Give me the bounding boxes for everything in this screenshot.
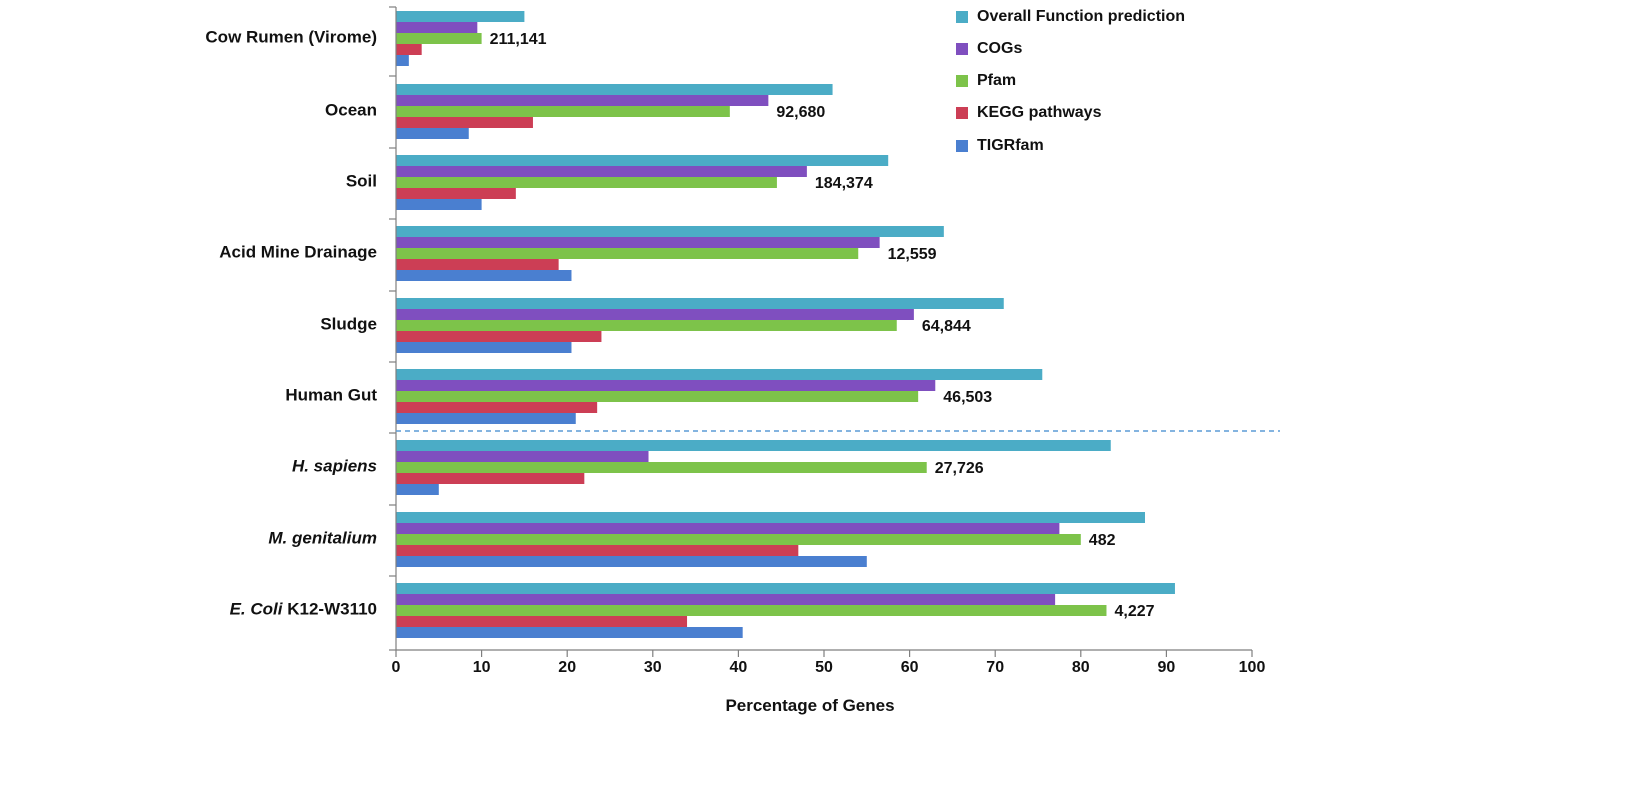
gene-count-label: 64,844 bbox=[922, 318, 971, 335]
gene-count-label: 211,141 bbox=[490, 31, 547, 48]
category-label: H. sapiens bbox=[292, 457, 377, 476]
x-tick-label: 90 bbox=[1158, 659, 1176, 676]
bar-cogs bbox=[396, 523, 1060, 534]
bar-cogs bbox=[396, 237, 880, 248]
bar-cogs bbox=[396, 594, 1056, 605]
chart-bars bbox=[396, 11, 1175, 638]
x-tick-label: 60 bbox=[901, 659, 919, 676]
bar-overall-function-prediction bbox=[396, 369, 1043, 380]
bar-cogs bbox=[396, 22, 478, 33]
x-tick-label: 70 bbox=[986, 659, 1004, 676]
bar-tigrfam bbox=[396, 199, 482, 210]
bar-pfam bbox=[396, 33, 482, 44]
bar-kegg-pathways bbox=[396, 402, 598, 413]
category-label: Sludge bbox=[320, 315, 377, 334]
category-label: Human Gut bbox=[285, 386, 377, 405]
bar-pfam bbox=[396, 177, 777, 188]
x-tick-label: 0 bbox=[392, 659, 401, 676]
bar-pfam bbox=[396, 462, 927, 473]
bar-tigrfam bbox=[396, 342, 572, 353]
category-label: Soil bbox=[346, 172, 377, 191]
category-labels: Cow Rumen (Virome) Ocean Soil Acid Mine Dra… bbox=[205, 28, 377, 619]
bar-overall-function-prediction bbox=[396, 583, 1175, 594]
bar-overall-function-prediction bbox=[396, 512, 1145, 523]
gene-count-label: 4,227 bbox=[1114, 603, 1154, 620]
bar-kegg-pathways bbox=[396, 545, 799, 556]
x-axis: 0 10 20 30 40 50 60 70 80 90 100 bbox=[389, 6, 1280, 676]
x-tick-label: 40 bbox=[730, 659, 748, 676]
legend-swatch bbox=[956, 107, 968, 119]
bar-kegg-pathways bbox=[396, 473, 585, 484]
category-label: Cow Rumen (Virome) bbox=[205, 28, 377, 47]
category-label: Acid Mine Drainage bbox=[219, 243, 377, 262]
x-axis-label: Percentage of Genes bbox=[725, 696, 894, 715]
legend-label: KEGG pathways bbox=[977, 104, 1102, 121]
bar-kegg-pathways bbox=[396, 259, 559, 270]
legend-swatch bbox=[956, 11, 968, 23]
x-tick-label: 30 bbox=[644, 659, 662, 676]
bar-pfam bbox=[396, 320, 897, 331]
bar-pfam bbox=[396, 248, 859, 259]
x-tick-label: 100 bbox=[1239, 659, 1266, 676]
bar-tigrfam bbox=[396, 413, 576, 424]
bar-cogs bbox=[396, 95, 769, 106]
gene-count-label: 27,726 bbox=[935, 460, 984, 477]
bar-overall-function-prediction bbox=[396, 440, 1111, 451]
bar-kegg-pathways bbox=[396, 331, 602, 342]
gene-count-label: 92,680 bbox=[776, 104, 825, 121]
bar-overall-function-prediction bbox=[396, 11, 525, 22]
bar-overall-function-prediction bbox=[396, 298, 1004, 309]
x-tick-label: 20 bbox=[558, 659, 576, 676]
x-tick-label: 50 bbox=[815, 659, 833, 676]
x-tick-label: 80 bbox=[1072, 659, 1090, 676]
category-label: E. Coli K12-W3110 bbox=[230, 600, 377, 619]
bar-kegg-pathways bbox=[396, 117, 533, 128]
chart-legend: Overall Function prediction COGs Pfam KEGG … bbox=[956, 8, 1185, 154]
bar-overall-function-prediction bbox=[396, 84, 833, 95]
legend-swatch bbox=[956, 75, 968, 87]
legend-label: Overall Function prediction bbox=[977, 8, 1185, 25]
gene-count-label: 184,374 bbox=[815, 175, 873, 192]
bar-cogs bbox=[396, 380, 936, 391]
bar-tigrfam bbox=[396, 128, 469, 139]
bar-cogs bbox=[396, 166, 807, 177]
bar-kegg-pathways bbox=[396, 616, 688, 627]
bar-tigrfam bbox=[396, 270, 572, 281]
bar-overall-function-prediction bbox=[396, 226, 944, 237]
legend-swatch bbox=[956, 43, 968, 55]
bar-tigrfam bbox=[396, 55, 409, 66]
bar-kegg-pathways bbox=[396, 188, 516, 199]
bar-kegg-pathways bbox=[396, 44, 422, 55]
legend-label: TIGRfam bbox=[977, 137, 1044, 154]
gene-count-label: 46,503 bbox=[943, 389, 992, 406]
category-label: Ocean bbox=[325, 101, 377, 120]
category-label: M. genitalium bbox=[268, 529, 377, 548]
bar-cogs bbox=[396, 451, 649, 462]
bar-tigrfam bbox=[396, 627, 743, 638]
bar-tigrfam bbox=[396, 484, 439, 495]
bar-pfam bbox=[396, 534, 1081, 545]
x-tick-label: 10 bbox=[473, 659, 491, 676]
gene-count-labels: 211,141 92,680 184,374 12,559 64,844 46,503 27… bbox=[490, 31, 1155, 620]
bar-pfam bbox=[396, 605, 1107, 616]
bar-tigrfam bbox=[396, 556, 867, 567]
legend-label: Pfam bbox=[977, 72, 1016, 89]
legend-swatch bbox=[956, 140, 968, 152]
bar-overall-function-prediction bbox=[396, 155, 889, 166]
bar-cogs bbox=[396, 309, 914, 320]
gene-count-label: 482 bbox=[1089, 532, 1116, 549]
bar-pfam bbox=[396, 391, 919, 402]
legend-label: COGs bbox=[977, 40, 1022, 57]
gene-count-label: 12,559 bbox=[888, 246, 937, 263]
bar-pfam bbox=[396, 106, 730, 117]
